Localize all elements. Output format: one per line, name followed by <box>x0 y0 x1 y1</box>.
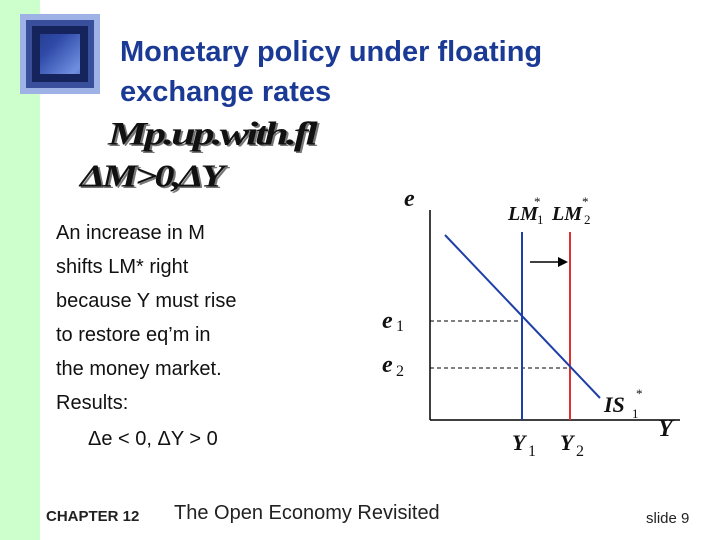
e1-label: e <box>382 308 393 334</box>
body-line-1: An increase in M <box>56 222 205 244</box>
y1-sub: 1 <box>528 443 536 460</box>
shift-arrow-head <box>558 257 568 267</box>
e2-sub: 2 <box>396 363 404 380</box>
x-axis-label: Y <box>658 416 675 442</box>
body-line-6: Results: <box>56 392 129 414</box>
y2-label: Y <box>560 430 576 455</box>
chapter-label: CHAPTER 12 <box>46 508 140 525</box>
is-label: IS <box>603 392 625 417</box>
y-axis-label: e <box>404 186 415 212</box>
body-line-3: because Y must rise <box>56 290 237 312</box>
lm1-sub: 1 <box>537 212 544 227</box>
e1-sub: 1 <box>396 318 404 335</box>
wordart-line-1: Mp.up.with.fl <box>108 115 318 152</box>
lm2-sub: 2 <box>584 212 591 227</box>
body-line-4: to restore eq’m in <box>56 324 211 346</box>
results-text: Δe < 0, ΔY > 0 <box>88 428 218 450</box>
lm1-star: * <box>534 194 541 209</box>
slide-title-line-2: exchange rates <box>120 76 332 108</box>
slide-number: slide 9 <box>646 510 690 527</box>
slide-title: Monetary policy under floating exchange … <box>120 32 680 112</box>
wordart-line-2: ΔM>0,ΔY <box>80 157 225 194</box>
lm1-label: LM <box>507 203 539 225</box>
explanation-text: An increase in M shifts LM* right becaus… <box>56 216 316 420</box>
y1-label: Y <box>512 430 528 455</box>
lm2-star: * <box>582 194 589 209</box>
book-cover-logo <box>20 14 100 94</box>
e2-label: e <box>382 352 393 378</box>
lm2-label: LM <box>551 203 583 225</box>
body-line-5: the money market. <box>56 358 222 380</box>
is-sub: 1 <box>632 406 639 421</box>
book-title: The Open Economy Revisited <box>174 502 440 524</box>
y2-sub: 2 <box>576 443 584 460</box>
slide-title-line-1: Monetary policy under floating <box>120 36 543 68</box>
is-star: * <box>636 386 643 401</box>
body-line-2: shifts LM* right <box>56 256 189 278</box>
is-curve <box>444 234 601 399</box>
